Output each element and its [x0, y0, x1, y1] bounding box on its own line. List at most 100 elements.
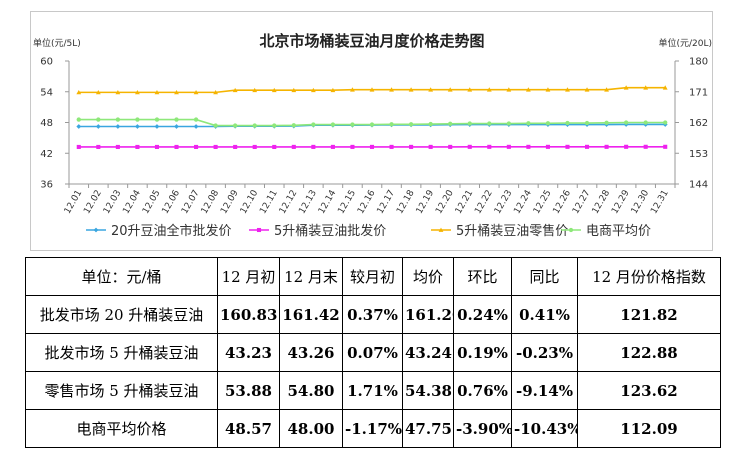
- data-point: [448, 121, 453, 126]
- table-cell: 160.83: [217, 295, 280, 334]
- x-tick-label: 12.31: [649, 189, 671, 216]
- data-point: [174, 117, 179, 122]
- data-point: [369, 122, 375, 127]
- data-point: [213, 123, 218, 128]
- data-point: [565, 144, 570, 149]
- data-point: [213, 144, 218, 149]
- table-cell: 48.57: [217, 409, 280, 448]
- x-tick-label: 12.24: [512, 188, 534, 216]
- table-cell: 0.24%: [453, 295, 512, 334]
- data-point: [565, 120, 570, 126]
- data-point: [272, 144, 277, 149]
- data-point: [389, 144, 394, 149]
- data-point: [389, 122, 394, 127]
- data-point: [663, 144, 668, 149]
- data-point: [96, 144, 101, 149]
- data-point: [369, 144, 375, 149]
- data-point: [545, 121, 551, 126]
- data-point: [174, 124, 179, 129]
- data-point: [487, 121, 492, 126]
- table-cell: -3.90%: [453, 409, 512, 448]
- price-trend-chart: 北京市场桶装豆油月度价格走势图 单位(元/5L) 单位(元/20L) 60 54 4…: [33, 32, 712, 239]
- legend-item: 5升桶装豆油批发价: [249, 223, 386, 239]
- series-1: [76, 144, 668, 149]
- legend-label: 20升豆油全市批发价: [111, 223, 232, 239]
- data-point: [96, 117, 101, 122]
- legend-marker: [256, 227, 262, 233]
- legend-item: 20升豆油全市批发价: [86, 223, 232, 239]
- x-tick-label: 12.07: [180, 189, 202, 216]
- header-yoy: 同比: [511, 257, 578, 296]
- data-point: [233, 144, 238, 149]
- data-point: [643, 144, 648, 149]
- data-point: [545, 87, 551, 92]
- data-point: [252, 123, 257, 128]
- data-point: [447, 87, 453, 92]
- data-point: [350, 122, 355, 127]
- x-tick-label: 12.12: [278, 189, 300, 216]
- table-cell: 53.88: [217, 371, 280, 410]
- data-point: [604, 120, 609, 125]
- data-point: [76, 144, 81, 149]
- data-point: [193, 89, 199, 95]
- data-point: [272, 123, 277, 128]
- header-index: 12 月份价格指数: [577, 257, 721, 296]
- right-tick-label: 180: [689, 57, 708, 68]
- x-tick-label: 12.25: [532, 189, 554, 216]
- left-tick-label: 54: [40, 87, 53, 98]
- data-point: [232, 87, 238, 93]
- legend-item: 5升桶装豆油零售价: [431, 223, 568, 239]
- header-average: 均价: [402, 257, 454, 296]
- x-tick-label: 12.22: [473, 189, 495, 216]
- table-cell: 0.19%: [453, 333, 512, 372]
- data-point: [624, 144, 629, 149]
- data-point: [584, 87, 590, 92]
- x-tick-label: 12.26: [552, 188, 574, 216]
- x-tick-label: 12.02: [82, 189, 104, 216]
- data-point: [525, 87, 531, 92]
- data-point: [643, 120, 648, 125]
- data-point: [506, 121, 511, 126]
- data-point: [604, 144, 609, 149]
- data-point: [311, 122, 316, 127]
- table-cell: 43.23: [217, 333, 280, 372]
- table-cell: 1.71%: [342, 371, 403, 410]
- data-point: [350, 87, 355, 92]
- data-point: [506, 144, 511, 149]
- axes: 60 54 48 42 36 180 171 162 153 144 12.0112.0212.03…: [40, 57, 708, 216]
- left-tick-label: 36: [40, 180, 53, 191]
- right-tick-label: 144: [689, 180, 708, 191]
- data-point: [135, 89, 140, 95]
- header-month-end: 12 月末: [279, 257, 343, 296]
- series-lines: [76, 85, 668, 149]
- table-cell: 47.75: [402, 409, 454, 448]
- data-point: [76, 124, 82, 129]
- x-tick-label: 12.11: [258, 188, 280, 215]
- table-cell: -9.14%: [511, 371, 578, 410]
- table-cell: 43.24: [402, 333, 454, 372]
- legend-label: 5升桶装豆油零售价: [456, 223, 568, 239]
- header-vs-start: 较月初: [342, 257, 403, 296]
- table-cell: 112.09: [577, 409, 721, 448]
- table-cell: 121.82: [577, 295, 721, 334]
- table-header-row: 单位：元/桶 12 月初 12 月末 较月初 均价 环比 同比 12 月份价格指…: [25, 257, 721, 296]
- legend-marker: [93, 227, 99, 233]
- table-cell: -1.17%: [342, 409, 403, 448]
- x-tick-label: 12.05: [141, 189, 163, 216]
- data-point: [506, 87, 512, 92]
- x-tick-label: 12.01: [63, 189, 85, 216]
- data-point: [115, 124, 121, 129]
- data-point: [409, 144, 414, 149]
- right-axis-unit: 单位(元/20L): [658, 37, 712, 49]
- x-tick-label: 12.28: [591, 188, 613, 216]
- table-cell: 48.00: [279, 409, 343, 448]
- data-point: [174, 89, 179, 95]
- data-point: [467, 87, 473, 92]
- data-point: [135, 124, 140, 129]
- data-point: [408, 87, 414, 92]
- x-tick-label: 12.15: [337, 189, 359, 216]
- data-point: [291, 87, 297, 93]
- data-point: [526, 121, 531, 126]
- x-tick-label: 12.20: [434, 188, 456, 216]
- header-mom: 环比: [453, 257, 512, 296]
